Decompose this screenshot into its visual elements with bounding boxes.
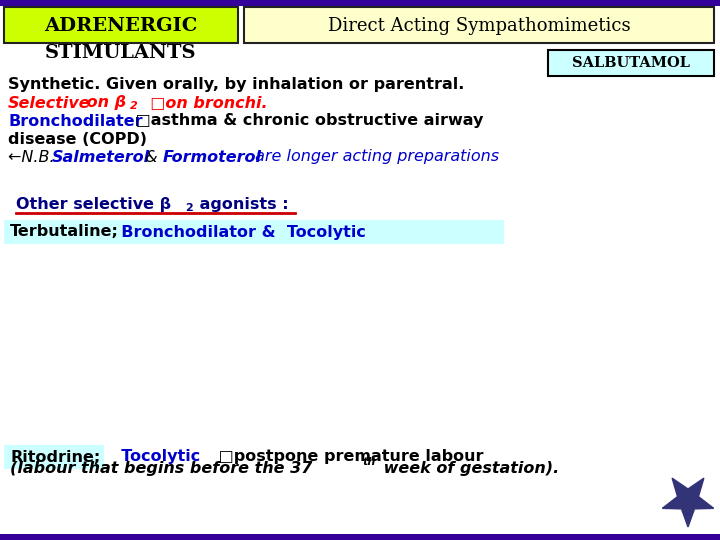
Text: ←N.B.: ←N.B.: [8, 150, 60, 165]
Bar: [548, 50, 714, 76]
Text: 2: 2: [130, 101, 138, 111]
Text: Bronchodilater: Bronchodilater: [8, 113, 143, 129]
Text: □on bronchi.: □on bronchi.: [139, 96, 268, 111]
Text: agonists :: agonists :: [194, 198, 289, 213]
Text: week of gestation).: week of gestation).: [378, 461, 559, 476]
Text: disease (COPD): disease (COPD): [8, 132, 147, 146]
Polygon shape: [662, 478, 714, 527]
Text: Other selective β: Other selective β: [16, 198, 171, 213]
Text: (labour that begins before the 37: (labour that begins before the 37: [10, 461, 312, 476]
Bar: [0, 534, 720, 540]
Text: Selective: Selective: [8, 96, 91, 111]
Bar: [4, 220, 504, 244]
Bar: [0, 0, 720, 6]
Text: Tocolytic: Tocolytic: [110, 449, 200, 464]
Text: Formoterol: Formoterol: [163, 150, 262, 165]
Text: Salmeterol: Salmeterol: [52, 150, 150, 165]
Bar: [244, 7, 714, 43]
Text: on β: on β: [81, 96, 126, 111]
Text: Synthetic. Given orally, by inhalation or parentral.: Synthetic. Given orally, by inhalation o…: [8, 78, 464, 92]
Text: STIMULANTS: STIMULANTS: [45, 44, 197, 62]
Text: th: th: [363, 457, 377, 467]
Bar: [4, 445, 104, 469]
Text: 2: 2: [185, 203, 193, 213]
Text: Ritodrine;: Ritodrine;: [10, 449, 100, 464]
Text: Bronchodilator &  Tocolytic: Bronchodilator & Tocolytic: [110, 225, 366, 240]
Text: □asthma & chronic obstructive airway: □asthma & chronic obstructive airway: [130, 113, 483, 129]
Bar: [4, 7, 238, 43]
Text: Direct Acting Sympathomimetics: Direct Acting Sympathomimetics: [328, 17, 630, 35]
Text: are longer acting preparations: are longer acting preparations: [250, 150, 499, 165]
Text: SALBUTAMOL: SALBUTAMOL: [572, 56, 690, 70]
Text: ADRENERGIC: ADRENERGIC: [45, 17, 198, 35]
Text: □postpone premature labour: □postpone premature labour: [213, 449, 484, 464]
Text: &: &: [140, 150, 163, 165]
Text: Terbutaline;: Terbutaline;: [10, 225, 119, 240]
